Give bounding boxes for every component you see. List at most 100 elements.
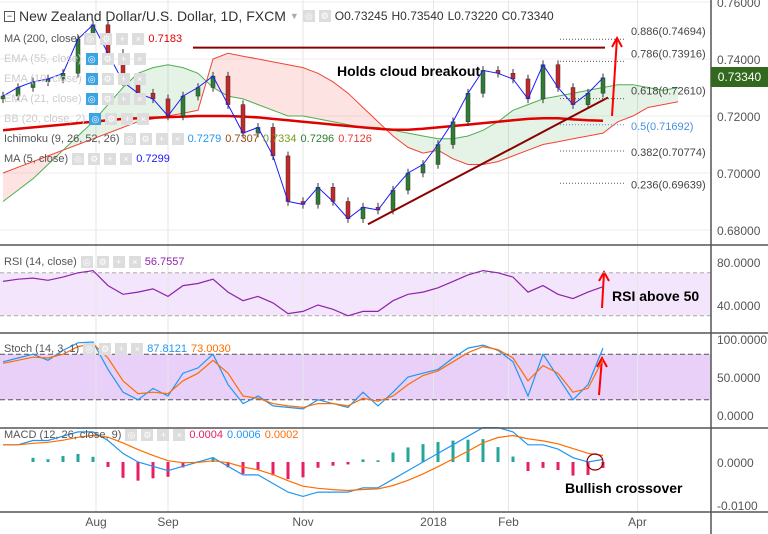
stoch-up-arrow-head <box>596 355 608 368</box>
ichimoku-span-b <box>2 52 679 174</box>
x-tick-label: Apr <box>628 515 647 529</box>
gear-icon[interactable]: ⚙ <box>96 256 109 268</box>
ichimoku-cloud-segment <box>588 87 603 136</box>
collapse-icon[interactable]: − <box>4 10 15 22</box>
plus-icon[interactable]: + <box>121 113 134 125</box>
legend-label: RSI (14, close) <box>4 256 77 268</box>
plus-icon[interactable]: + <box>117 73 130 85</box>
legend-bb[interactable]: BB (20, close, 2) ◎ ⚙ + × <box>4 113 150 125</box>
close-icon[interactable]: × <box>133 73 146 85</box>
ichimoku-cloud-segment <box>333 81 348 125</box>
legend-label: Stoch (14, 3, 1) <box>4 343 80 355</box>
x-tick-label: 2018 <box>420 515 447 529</box>
candle <box>435 144 441 165</box>
close-icon[interactable]: × <box>120 153 133 165</box>
gear-icon[interactable]: ⚙ <box>105 113 118 125</box>
ichimoku-cloud-segment <box>603 84 618 134</box>
candle <box>180 95 186 117</box>
close-icon[interactable]: × <box>128 256 141 268</box>
legend-ema55[interactable]: EMA (55, close) ◎ ⚙ + × <box>4 53 146 65</box>
ichimoku-cloud-segment <box>18 161 33 191</box>
ohlc-close: C0.73340 <box>501 9 554 23</box>
legend-rsi[interactable]: RSI (14, close) ◎ ⚙ + × 56.7557 <box>4 256 185 268</box>
ichimoku-cloud-segment <box>303 67 318 119</box>
ichimoku-cloud-segment <box>168 64 183 116</box>
eye-off-icon[interactable]: ◎ <box>85 93 98 105</box>
eye-icon[interactable]: ◎ <box>125 429 138 441</box>
eye-off-icon[interactable]: ◎ <box>89 113 102 125</box>
candle <box>465 92 471 122</box>
ichimoku-cloud-segment <box>273 61 288 116</box>
gear-icon[interactable]: ⚙ <box>101 53 114 65</box>
plus-icon[interactable]: + <box>104 153 117 165</box>
eye-icon[interactable]: ◎ <box>80 256 93 268</box>
ichimoku-cloud-segment <box>213 53 228 97</box>
legend-ema21[interactable]: EMA (21, close) ◎ ⚙ + × <box>4 93 146 105</box>
candle <box>390 189 396 211</box>
ichimoku-cloud-segment <box>528 98 543 151</box>
legend-ichimoku[interactable]: Ichimoku (9, 26, 52, 26) ◎ ⚙ + × 0.7279 0.73… <box>4 133 372 145</box>
plus-icon[interactable]: + <box>155 133 168 145</box>
candle <box>330 187 336 202</box>
price-up-arrow <box>611 37 618 117</box>
ichimoku-span-a <box>2 64 679 202</box>
close-icon[interactable]: × <box>132 33 145 45</box>
eye-icon[interactable]: ◎ <box>302 10 315 22</box>
ichimoku-cloud-segment <box>468 130 483 165</box>
candle <box>345 201 351 219</box>
close-icon[interactable]: × <box>173 429 186 441</box>
legend-ma200[interactable]: MA (200, close) ◎ ⚙ + × 0.7183 <box>4 33 182 45</box>
plus-icon[interactable]: + <box>115 343 128 355</box>
gear-icon[interactable]: ⚙ <box>139 133 152 145</box>
plus-icon[interactable]: + <box>117 53 130 65</box>
gear-icon[interactable]: ⚙ <box>101 93 114 105</box>
chevron-down-icon[interactable]: ▼ <box>289 11 299 21</box>
close-icon[interactable]: × <box>133 53 146 65</box>
legend-stoch[interactable]: Stoch (14, 3, 1) ◎ ⚙ + × 87.8121 73.0030 <box>4 343 231 355</box>
ohlc-high: H0.73540 <box>391 9 444 23</box>
legend-macd[interactable]: MACD (12, 26, close, 9) ◎ ⚙ + × 0.0004 0.0006 0… <box>4 429 298 441</box>
eye-icon[interactable]: ◎ <box>84 33 97 45</box>
macd-y-tick: 0.0000 <box>717 456 754 470</box>
gear-icon[interactable]: ⚙ <box>318 10 331 22</box>
gear-icon[interactable]: ⚙ <box>88 153 101 165</box>
gear-icon[interactable]: ⚙ <box>100 33 113 45</box>
plus-icon[interactable]: + <box>112 256 125 268</box>
fib-level-label: 0.786(0.73916) <box>631 48 706 60</box>
macd-y-tick: -0.0100 <box>717 499 758 513</box>
plus-icon[interactable]: + <box>157 429 170 441</box>
legend-ema10[interactable]: EMA (10, close) ◎ ⚙ + × <box>4 73 146 85</box>
candle <box>570 87 576 105</box>
y-tick-label: 0.74000 <box>717 53 761 67</box>
rsi-band <box>0 272 711 316</box>
eye-off-icon[interactable]: ◎ <box>85 53 98 65</box>
eye-icon[interactable]: ◎ <box>83 343 96 355</box>
close-icon[interactable]: × <box>137 113 150 125</box>
rsi-y-tick: 40.0000 <box>717 299 761 313</box>
eye-off-icon[interactable]: ◎ <box>85 73 98 85</box>
stoch-up-arrow <box>598 357 603 396</box>
gear-icon[interactable]: ⚙ <box>101 73 114 85</box>
fib-level-label: 0.382(0.70774) <box>631 147 706 159</box>
close-icon[interactable]: × <box>133 93 146 105</box>
symbol-legend: − New Zealand Dollar/U.S. Dollar, 1D, FX… <box>4 8 554 24</box>
eye-icon[interactable]: ◎ <box>72 153 85 165</box>
y-tick-label: 0.72000 <box>717 110 761 124</box>
fib-level-label: 0.886(0.74694) <box>631 26 706 38</box>
ichimoku-base-value: 0.7307 <box>225 133 259 145</box>
ichimoku-cloud-segment <box>618 84 633 122</box>
close-icon[interactable]: × <box>171 133 184 145</box>
stoch-d-value: 73.0030 <box>190 343 231 355</box>
eye-icon[interactable]: ◎ <box>123 133 136 145</box>
candle <box>315 187 321 205</box>
plus-icon[interactable]: + <box>117 93 130 105</box>
macd-line <box>3 427 604 498</box>
close-icon[interactable]: × <box>131 343 144 355</box>
macd-signal-value: 0.0002 <box>264 429 299 441</box>
plus-icon[interactable]: + <box>116 33 129 45</box>
legend-ma5[interactable]: MA (5, close) ◎ ⚙ + × 0.7299 <box>4 153 170 165</box>
gear-icon[interactable]: ⚙ <box>141 429 154 441</box>
rsi-y-tick: 80.0000 <box>717 256 761 270</box>
gear-icon[interactable]: ⚙ <box>99 343 112 355</box>
